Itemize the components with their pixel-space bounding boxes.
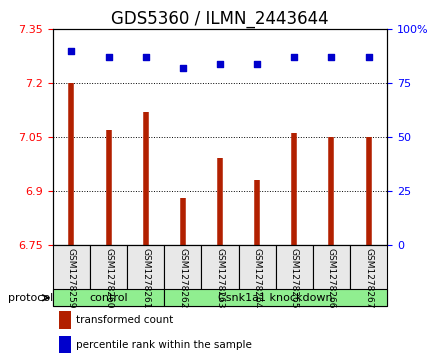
FancyBboxPatch shape (164, 289, 387, 306)
Point (105, 54, 112, 60)
Point (68, 48, 75, 53)
FancyBboxPatch shape (350, 245, 387, 306)
FancyBboxPatch shape (53, 245, 90, 306)
Point (216, 61, 224, 66)
Text: GSM1278267: GSM1278267 (364, 248, 373, 308)
Text: GSM1278259: GSM1278259 (67, 248, 76, 308)
Text: percentile rank within the sample: percentile rank within the sample (76, 340, 252, 350)
Text: GSM1278261: GSM1278261 (141, 248, 150, 308)
Point (142, 54, 149, 60)
FancyBboxPatch shape (90, 245, 127, 306)
Point (365, 54, 372, 60)
Text: GSM1278265: GSM1278265 (290, 248, 299, 308)
Title: GDS5360 / ILMN_2443644: GDS5360 / ILMN_2443644 (111, 10, 329, 28)
Text: GSM1278260: GSM1278260 (104, 248, 113, 308)
Bar (59, 311, 71, 329)
FancyBboxPatch shape (313, 245, 350, 306)
Point (253, 61, 260, 66)
Bar (59, 336, 71, 353)
Text: Csnk1a1 knockdown: Csnk1a1 knockdown (218, 293, 333, 303)
FancyBboxPatch shape (164, 245, 202, 306)
Text: GSM1278262: GSM1278262 (178, 248, 187, 308)
Point (328, 54, 335, 60)
FancyBboxPatch shape (202, 245, 238, 306)
Text: GSM1278266: GSM1278266 (327, 248, 336, 308)
Text: GSM1278264: GSM1278264 (253, 248, 262, 308)
Text: control: control (89, 293, 128, 303)
Text: protocol: protocol (7, 293, 53, 303)
Point (291, 54, 298, 60)
FancyBboxPatch shape (238, 245, 276, 306)
Text: GSM1278263: GSM1278263 (216, 248, 224, 308)
FancyBboxPatch shape (127, 245, 164, 306)
FancyBboxPatch shape (53, 289, 164, 306)
Text: transformed count: transformed count (76, 315, 173, 325)
FancyBboxPatch shape (276, 245, 313, 306)
Point (180, 65, 187, 71)
